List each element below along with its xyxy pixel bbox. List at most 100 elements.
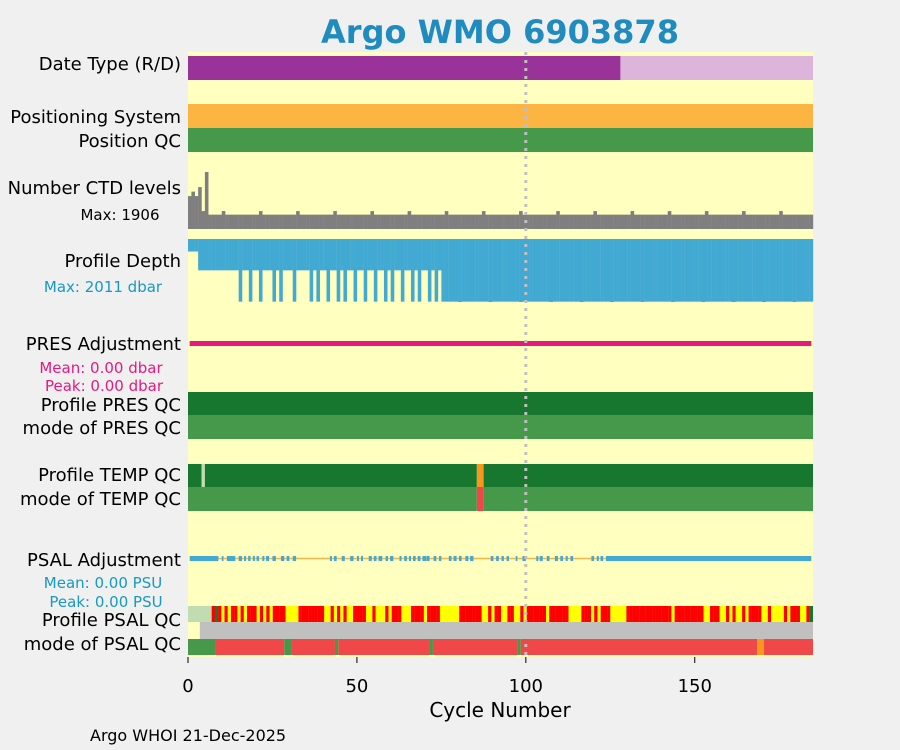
profile-psal-qc-cell-133 [639,606,643,622]
profile-depth-bar-31 [289,239,293,271]
profile-psal-qc-cell-83 [478,606,482,622]
profile-psal-qc-cell-102 [539,606,543,622]
profile-psal-qc-cell-92 [507,606,511,622]
ctd-levels-bar-92 [495,214,500,229]
ctd-levels-bar-144 [671,214,675,229]
profile-psal-qc-cell-86 [488,606,492,622]
profile-psal-qc-cell-39 [337,606,341,622]
profile-psal-qc-cell-163 [735,606,740,622]
ctd-levels-bar-173 [769,214,773,229]
label-mode-pres-qc: mode of PRES QC [23,418,181,439]
profile-psal-qc-cell-10 [243,606,248,622]
profile-psal-qc-cell-178 [783,606,788,622]
psal-adjustment-segment-55 [605,556,812,561]
psal-adjustment-segment-32 [433,556,437,561]
profile-psal-qc-cell-114 [578,606,582,622]
ctd-levels-bar-98 [515,214,520,229]
profile-depth-bar-72 [427,239,432,302]
ctd-levels-bar-20 [252,214,256,229]
profile-depth-bar-11 [221,239,226,271]
profile-psal-qc-cell-120 [597,606,601,622]
profile-psal-qc-cell-45 [356,606,360,622]
ctd-levels-bar-6 [204,172,209,229]
ctd-levels-bar-29 [282,214,287,229]
profile-depth-bar-14 [231,239,236,271]
profile-psal-qc-cell-81 [472,606,476,622]
profile-depth-bar-147 [681,239,685,302]
psal-adjustment-segment-39 [490,556,494,561]
ctd-levels-bar-184 [806,214,810,229]
profile-psal-qc-cell-58 [398,606,402,622]
ctd-levels-bar-15 [235,214,239,229]
profile-psal-qc-cell-23 [285,606,289,622]
ctd-levels-bar-72 [427,214,432,229]
profile-psal-qc-cell-132 [636,606,640,622]
profile-depth-bar-104 [535,239,540,302]
profile-depth-bar-6 [204,239,209,271]
x-tick-label-3: 150 [678,676,712,697]
ctd-levels-bar-33 [296,211,300,229]
ctd-levels-bar-129 [620,214,625,229]
profile-psal-qc-cell-184 [803,606,807,622]
profile-depth-bar-173 [769,239,773,302]
ctd-levels-bar-135 [640,214,645,229]
psal-adjustment-segment-54 [600,556,604,561]
label-profile-pres-qc: Profile PRES QC [41,395,181,416]
psal-adjustment-segment-50 [565,556,568,561]
ctd-levels-bar-130 [623,214,628,229]
profile-depth-bar-120 [590,239,594,302]
profile-depth-bar-52 [360,239,364,271]
profile-depth-bar-162 [731,239,736,302]
profile-depth-bar-102 [529,239,533,302]
profile-depth-bar-45 [336,239,341,302]
profile-psal-qc-cell-63 [414,606,418,622]
profile-depth-bar-182 [799,239,804,302]
profile-depth-bar-145 [674,239,679,302]
profile-depth-bar-144 [671,239,675,302]
ctd-levels-bar-7 [208,214,212,229]
ctd-levels-bar-90 [488,214,493,229]
profile-psal-qc-cell-79 [465,606,469,622]
profile-psal-qc-cell-68 [430,606,434,622]
profile-depth-bar-41 [323,239,327,271]
profile-depth-bar-155 [708,239,712,302]
profile-psal-qc-cell-15 [259,606,264,622]
profile-psal-qc-cell-30 [308,606,312,622]
profile-depth-bar-65 [404,239,408,271]
ctd-levels-bar-21 [255,214,260,229]
profile-depth-bar-112 [563,239,567,302]
profile-psal-qc-cell-22 [282,606,286,622]
profile-psal-qc-cell-82 [475,606,479,622]
x-tick-label-0: 0 [182,676,193,697]
ctd-levels-bar-102 [529,214,533,229]
profile-depth-bar-172 [765,239,770,302]
profile-psal-qc-cell-98 [526,606,531,622]
profile-psal-qc-cell-152 [700,606,704,622]
profile-depth-bar-151 [694,239,699,302]
ctd-levels-bar-166 [745,214,750,229]
profile-depth-bar-68 [414,239,418,271]
profile-psal-qc-cell-142 [668,606,672,622]
profile-psal-qc-cell-126 [616,606,621,622]
profile-psal-qc-cell-173 [767,606,772,622]
profile-psal-qc-cell-84 [481,606,486,622]
profile-psal-qc-cell-75 [452,606,457,622]
profile-depth-bar-51 [356,239,361,271]
profile-psal-qc-cell-113 [574,606,579,622]
profile-temp-qc-segment-4 [483,464,813,487]
profile-depth-bar-87 [478,239,483,302]
ctd-levels-bar-53 [363,214,368,229]
mode-psal-qc-segment-10 [757,639,765,655]
profile-depth-bar-62 [394,239,398,271]
profile-psal-qc-cell-157 [716,606,720,622]
profile-depth-bar-111 [559,239,564,302]
profile-psal-qc-cell-171 [761,606,765,622]
ctd-levels-bar-119 [586,214,591,229]
x-tick-label-1: 50 [345,676,368,697]
profile-psal-qc-cell-107 [555,606,559,622]
ctd-levels-bar-26 [272,214,277,229]
profile-depth-bar-107 [546,239,550,302]
profile-psal-qc-cell-51 [375,606,379,622]
ctd-levels-bar-23 [262,214,266,229]
profile-psal-qc-cell-99 [529,606,534,622]
